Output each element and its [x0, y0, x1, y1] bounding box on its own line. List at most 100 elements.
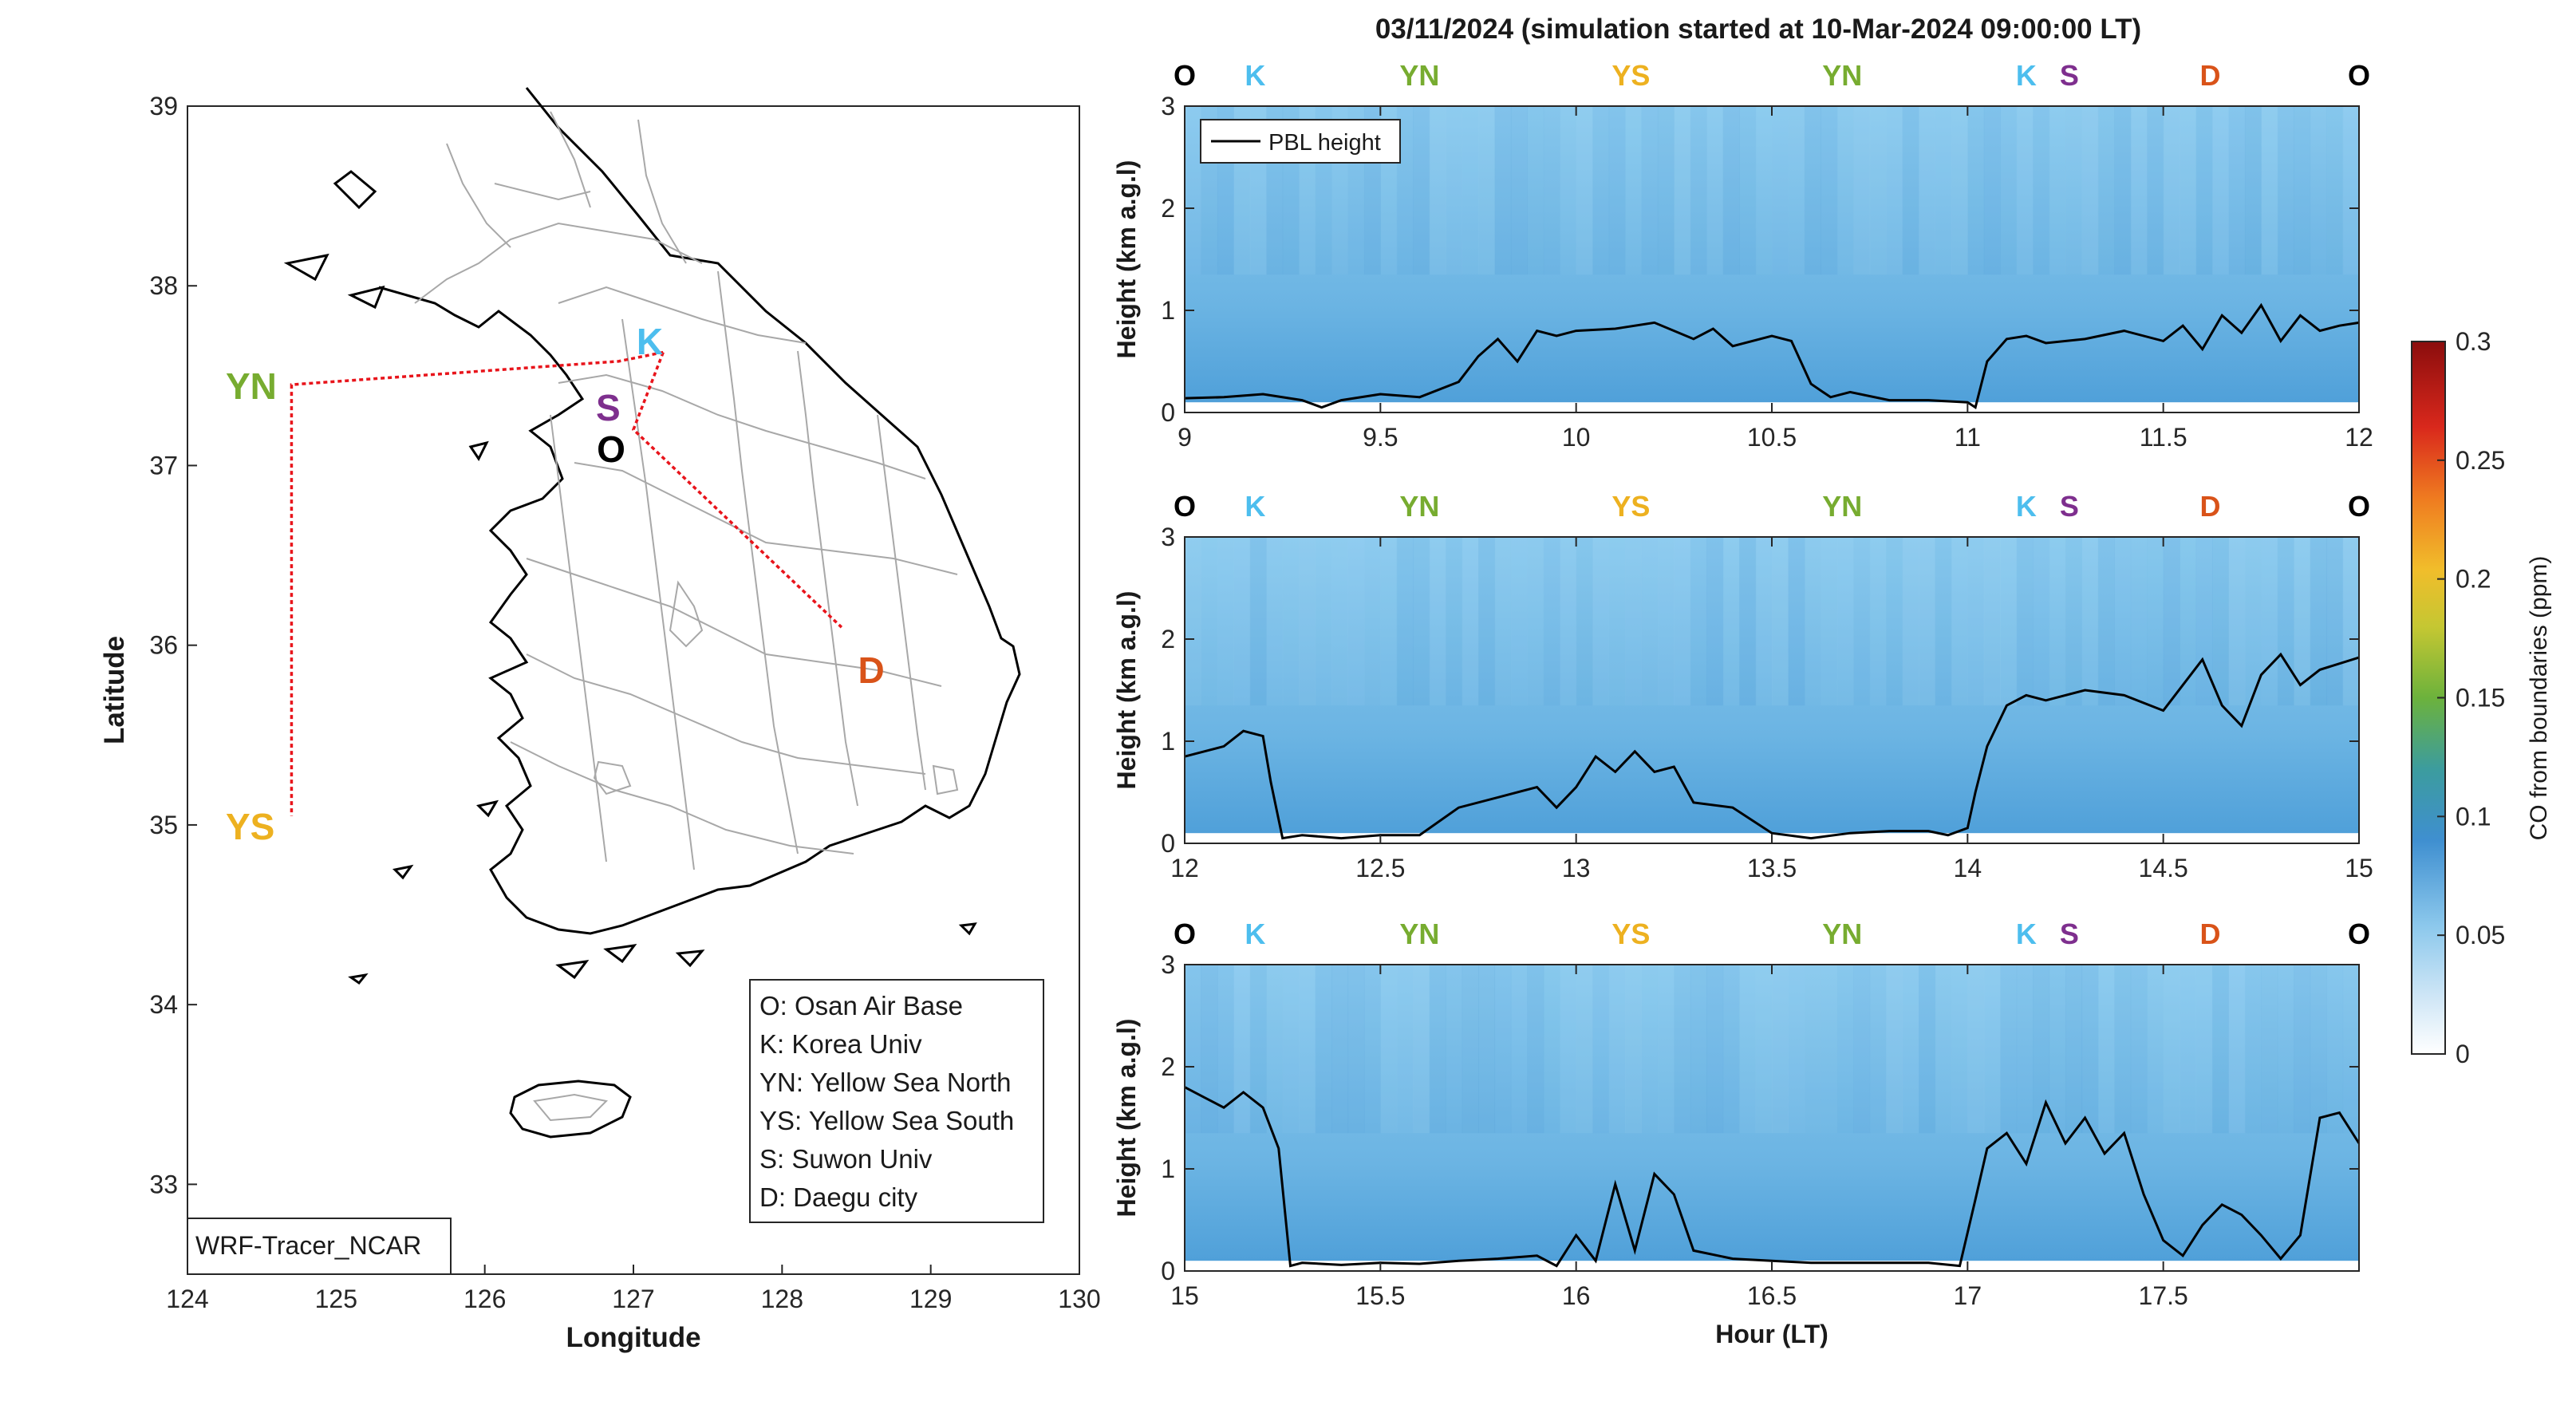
heatmap-texture-column	[1788, 106, 1805, 275]
heatmap-texture-column	[1641, 965, 1659, 1134]
site-marker-d: D	[2200, 918, 2221, 950]
heatmap-texture-column	[1739, 965, 1757, 1134]
map-legend-entry: O: Osan Air Base	[759, 991, 963, 1020]
heatmap-texture-column	[2163, 537, 2180, 706]
map-xtick-label: 125	[315, 1285, 357, 1313]
xtick-label: 14	[1954, 854, 1982, 882]
heatmap-texture-column	[1576, 106, 1593, 275]
heatmap-texture-column	[1446, 537, 1463, 706]
heatmap-texture-column	[1201, 965, 1218, 1134]
map-legend-entry: D: Daegu city	[759, 1182, 918, 1212]
site-marker-s: S	[2060, 918, 2079, 950]
map-legend-entry: YN: Yellow Sea North	[759, 1068, 1012, 1097]
flight-track-daegu	[631, 351, 843, 629]
pbl-legend-label: PBL height	[1268, 130, 1381, 156]
heatmap-texture-column	[1836, 537, 1854, 706]
heatmap-texture-column	[2147, 965, 2164, 1134]
pbl-height-line	[1184, 302, 2360, 410]
map-legend-entries: O: Osan Air Base K: Korea Univ YN: Yellow …	[759, 991, 1014, 1212]
heatmap-texture-column	[1446, 965, 1463, 1134]
heatmap-texture-column	[1739, 537, 1757, 706]
heatmap-texture-column	[1706, 537, 1724, 706]
heatmap-texture-column	[1706, 965, 1724, 1134]
heatmap-texture-column	[1494, 965, 1512, 1134]
heatmap-texture-column	[1641, 537, 1659, 706]
heatmap-texture-column	[2261, 106, 2278, 275]
heatmap-texture-column	[1690, 537, 1707, 706]
colorbar-tick-label: 0.2	[2456, 565, 2491, 594]
heatmap-texture-column	[1755, 537, 1773, 706]
heatmap-texture-column	[2277, 537, 2294, 706]
pbl-height-line	[1184, 652, 2360, 840]
map-xtick-label: 130	[1058, 1285, 1100, 1313]
site-marker-ys: YS	[1611, 918, 1650, 950]
map-site-label-d: D	[858, 649, 885, 691]
heatmap-texture-column	[1739, 106, 1757, 275]
heatmap-texture-column	[2000, 537, 2018, 706]
heatmap-texture-column	[2244, 106, 2262, 275]
heatmap-texture-column	[1608, 106, 1626, 275]
heatmap-texture-column	[1788, 537, 1805, 706]
heatmap-texture-column	[1543, 106, 1560, 275]
site-marker-s: S	[2060, 59, 2079, 92]
heatmap-texture-column	[1788, 965, 1805, 1134]
map-xtick-label: 127	[612, 1285, 654, 1313]
map-xtick-label: 124	[166, 1285, 208, 1313]
heatmap-texture-column	[2326, 965, 2344, 1134]
site-marker-o: O	[2348, 490, 2370, 523]
map-legend-box	[749, 979, 1044, 1223]
xtick-label: 10	[1562, 423, 1591, 452]
korea-coastline	[283, 87, 1021, 1139]
heatmap-texture-column	[1494, 106, 1512, 275]
map-ytick-label: 33	[149, 1170, 178, 1198]
heatmap-texture-column	[2326, 106, 2344, 275]
heatmap-texture-column	[1821, 965, 1838, 1134]
heatmap-texture-column	[2130, 106, 2148, 275]
heatmap-texture-column	[1592, 537, 1610, 706]
heatmap-texture-column	[1951, 106, 1968, 275]
site-marker-k: K	[1245, 918, 1265, 950]
heatmap-texture-column	[1299, 965, 1316, 1134]
heatmap-texture-column	[2342, 537, 2360, 706]
heatmap-texture-column	[1315, 965, 1332, 1134]
heatmap-texture-column	[2114, 965, 2132, 1134]
heatmap-texture-column	[2195, 106, 2213, 275]
map-xlabel: Longitude	[566, 1322, 700, 1353]
site-marker-yn: YN	[1399, 918, 1439, 950]
heatmap-texture-column	[2065, 537, 2083, 706]
heatmap-texture-column	[2212, 537, 2230, 706]
panel-xlabel: Hour (LT)	[1715, 1320, 1828, 1348]
site-marker-yn: YN	[1399, 59, 1439, 92]
heatmap-texture-column	[1657, 965, 1675, 1134]
colorbar-tick-label: 0.1	[2456, 802, 2491, 831]
heatmap-texture-column	[1380, 965, 1398, 1134]
heatmap-texture-column	[1249, 537, 1267, 706]
heatmap-texture-column	[1674, 537, 1691, 706]
xtick-label: 12	[2345, 423, 2373, 452]
ytick-label: 1	[1161, 296, 1175, 325]
site-marker-ys: YS	[1611, 490, 1650, 523]
heatmap-texture-column	[1462, 106, 1479, 275]
heatmap-texture-column	[1625, 106, 1643, 275]
map-ytick-label: 38	[149, 271, 178, 300]
heatmap-texture-column	[1657, 106, 1675, 275]
heatmap-texture-column	[1951, 537, 1968, 706]
heatmap-texture-column	[1201, 537, 1218, 706]
heatmap-texture-column	[2147, 106, 2164, 275]
xtick-label: 11	[1955, 423, 1981, 452]
pbl-legend: PBL height	[1200, 119, 1401, 164]
heatmap-texture-column	[1983, 965, 2001, 1134]
heatmap-texture-column	[1625, 537, 1643, 706]
heatmap-texture-column	[1396, 537, 1414, 706]
source-label-border	[187, 1218, 452, 1275]
colorbar-label: CO from boundaries (ppm)	[2526, 556, 2552, 841]
colorbar-tick-label: 0.3	[2456, 327, 2491, 356]
heatmap-texture-column	[1641, 106, 1659, 275]
map-site-label-yn: YN	[226, 365, 277, 407]
map-legend-entry: K: Korea Univ	[759, 1029, 922, 1059]
heatmap-texture-column	[2049, 965, 2066, 1134]
heatmap-texture-column	[1592, 106, 1610, 275]
map-ytick-label: 37	[149, 451, 178, 480]
source-label-box: WRF-Tracer_NCAR	[187, 1218, 452, 1275]
